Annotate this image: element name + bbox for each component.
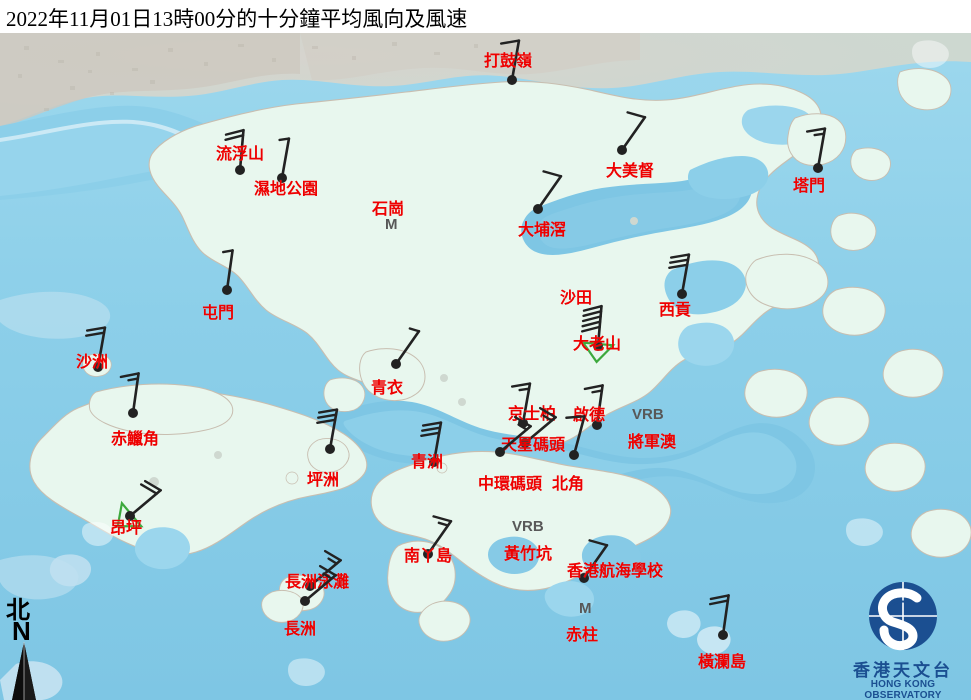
wind-barb-icon [224, 128, 245, 175]
station-label: 中環碼頭 [478, 476, 543, 493]
wind-barb-icon [85, 326, 107, 372]
wind-barb-icon [805, 127, 827, 173]
wind-barb-icon [565, 415, 586, 460]
station-label: 長洲 [284, 621, 317, 638]
station-label: 流浮山 [216, 146, 265, 163]
wind-barb-icon [520, 406, 557, 448]
wind-barb-icon [116, 479, 162, 528]
station-label: 塔門 [793, 178, 826, 195]
compass-label-cn: 北 [6, 598, 30, 624]
station-label: 大美督 [606, 163, 655, 180]
station-label: 石崗 [372, 201, 405, 218]
wind-barb-icon [495, 415, 532, 457]
wind-barb-icon [617, 111, 647, 155]
wind-barb-icon [423, 515, 453, 559]
wind-barb-icon [580, 304, 616, 364]
station-label: 香港航海學校 [567, 563, 664, 580]
wind-barb-icon [391, 327, 421, 369]
station-label: 沙洲 [76, 354, 109, 371]
station-label: 啟德 [573, 407, 606, 424]
hko-name-cn: 香港天文台 [853, 661, 953, 680]
wind-barb-icon [668, 253, 691, 299]
station-label: 天星碼頭 [501, 437, 566, 454]
page-title: 2022年11月01日13時00分的十分鐘平均風向及風速 [6, 7, 468, 31]
wind-barb-icon [119, 372, 140, 418]
wind-barb-icon [533, 170, 563, 214]
station-label: 屯門 [202, 305, 235, 322]
station-label: 赤柱 [566, 627, 599, 644]
wind-barb-icon [499, 39, 521, 85]
wind-barb-icon [579, 539, 609, 583]
north-arrow-icon [12, 642, 36, 700]
station-label: 青洲 [411, 454, 444, 471]
station-label: 坪洲 [307, 472, 340, 489]
station-status-flag: M [385, 216, 398, 233]
wind-barb-icon [708, 594, 730, 640]
station-label: 大老山 [573, 336, 622, 353]
station-label: 大埔滘 [518, 222, 567, 239]
station-label: 沙田 [560, 290, 593, 307]
wind-barb-icon [277, 137, 291, 183]
station-status-flag: M [579, 600, 592, 617]
wind-barb-icon [316, 408, 339, 454]
wind-barb-icon [583, 384, 604, 430]
station-status-flag: VRB [512, 518, 544, 535]
hko-logo-icon [869, 582, 937, 651]
station-status-flag: VRB [632, 406, 664, 423]
wind-barb-icon [420, 421, 443, 467]
wind-barb-icon [222, 249, 234, 295]
station-label: 南丫島 [404, 548, 453, 565]
hko-name-en: HONG KONG OBSERVATORY [864, 679, 942, 700]
station-label: 北角 [552, 476, 585, 493]
title-bar: 2022年11月01日13時00分的十分鐘平均風向及風速 [0, 0, 971, 33]
station-label: 將軍澳 [628, 434, 677, 451]
station-label: 打鼓嶺 [484, 53, 533, 70]
station-label: 青衣 [371, 380, 404, 397]
wind-barb-icon [300, 564, 337, 606]
station-label: 濕地公園 [254, 181, 319, 198]
wind-barb-icon [305, 549, 342, 591]
station-label: 西貢 [659, 302, 692, 319]
compass-label-en: N [12, 616, 31, 646]
station-label: 黃竹坑 [504, 546, 553, 563]
station-label: 赤鱲角 [111, 431, 160, 448]
hko-logo: 香港天文台 HONG KONG OBSERVATORY [839, 580, 967, 700]
station-label: 橫瀾島 [698, 654, 747, 671]
station-label: 昂坪 [110, 520, 143, 537]
